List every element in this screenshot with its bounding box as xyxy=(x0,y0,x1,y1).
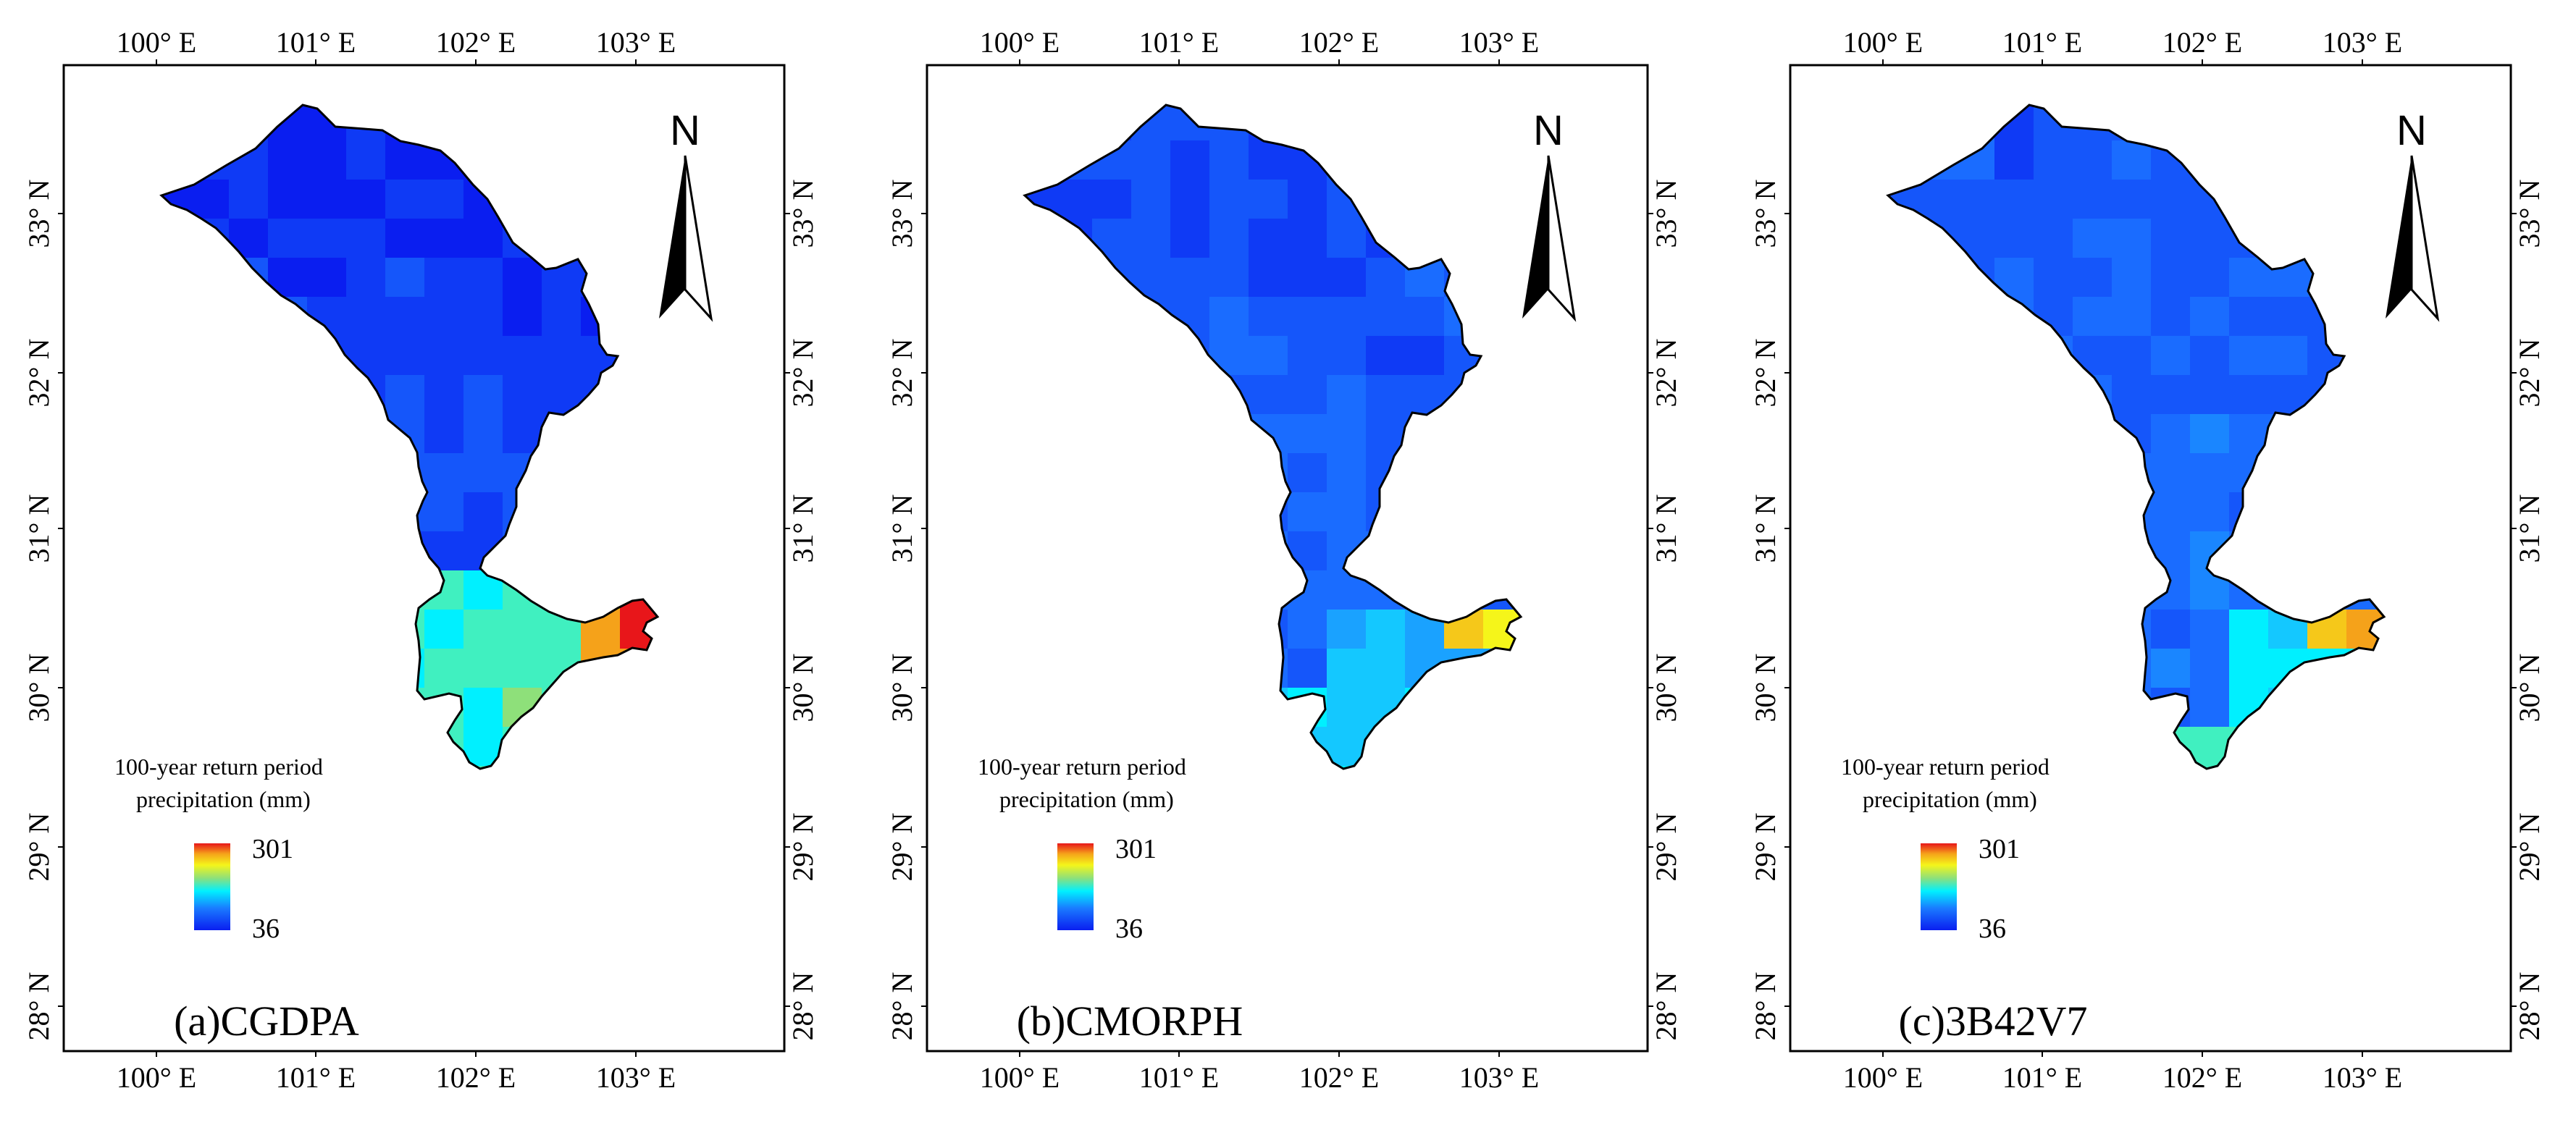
basin-outline xyxy=(159,104,660,770)
svg-text:N: N xyxy=(670,107,700,154)
legend-min-label: 36 xyxy=(1979,914,2006,944)
lat-tick-left: 29° N xyxy=(886,813,918,882)
lat-tick-left: 28° N xyxy=(22,972,55,1041)
lon-tick-bottom: 101° E xyxy=(2002,1061,2082,1094)
lat-tick-right: 29° N xyxy=(2513,813,2546,882)
legend-colorbar xyxy=(1057,843,1094,930)
legend: 100-year return period precipitation (mm)… xyxy=(1841,754,2050,944)
lon-tick-top: 100° E xyxy=(1843,26,1923,59)
lat-tick-left: 31° N xyxy=(22,494,55,563)
north-arrow-icon: N xyxy=(1522,107,1577,322)
lon-tick-bottom: 100° E xyxy=(1843,1061,1923,1094)
panel-label: (c)3B42V7 xyxy=(1899,998,2088,1045)
lon-tick-bottom: 102° E xyxy=(1299,1061,1379,1094)
legend-title-line1: 100-year return period xyxy=(114,754,323,780)
lon-tick-top: 101° E xyxy=(276,26,356,59)
basin-outline xyxy=(1023,104,1523,770)
lon-tick-bottom: 102° E xyxy=(436,1061,516,1094)
north-arrow-icon: N xyxy=(2386,107,2440,322)
map-panel-a: 100° E 100° E 101° E 101° E 102° E 102° E 103°… xyxy=(22,26,819,1094)
legend-title-line1: 100-year return period xyxy=(1841,754,2050,780)
lat-tick-left: 29° N xyxy=(1749,813,1782,882)
lat-tick-left: 28° N xyxy=(1749,972,1782,1041)
lat-tick-right: 32° N xyxy=(1650,339,1682,408)
legend-max-label: 301 xyxy=(252,834,293,864)
lon-tick-bottom: 103° E xyxy=(596,1061,676,1094)
legend-min-label: 36 xyxy=(252,914,280,944)
svg-text:N: N xyxy=(2396,107,2427,154)
lon-tick-top: 100° E xyxy=(117,26,196,59)
lon-tick-top: 103° E xyxy=(1459,26,1539,59)
lat-tick-left: 33° N xyxy=(22,180,55,248)
lat-tick-right: 30° N xyxy=(1650,654,1682,722)
lat-tick-right: 28° N xyxy=(2513,972,2546,1041)
lon-tick-bottom: 101° E xyxy=(1139,1061,1219,1094)
lat-tick-left: 33° N xyxy=(886,180,918,248)
lat-tick-right: 28° N xyxy=(786,972,819,1041)
panel-label: (b)CMORPH xyxy=(1017,998,1243,1045)
lon-tick-top: 102° E xyxy=(1299,26,1379,59)
legend-max-label: 301 xyxy=(1115,834,1157,864)
legend-max-label: 301 xyxy=(1979,834,2020,864)
lat-tick-left: 33° N xyxy=(1749,180,1782,248)
lat-tick-right: 31° N xyxy=(1650,494,1682,563)
panels-root: 100° E 100° E 101° E 101° E 102° E 102° E 103°… xyxy=(22,26,2546,1094)
lat-tick-right: 30° N xyxy=(786,654,819,722)
lon-tick-top: 100° E xyxy=(980,26,1060,59)
lon-tick-top: 102° E xyxy=(2162,26,2242,59)
lat-tick-right: 31° N xyxy=(786,494,819,563)
lon-tick-top: 102° E xyxy=(436,26,516,59)
svg-text:N: N xyxy=(1533,107,1564,154)
map-panel-b: 100° E 100° E 101° E 101° E 102° E 102° E 103°… xyxy=(886,26,1682,1094)
lat-tick-left: 29° N xyxy=(22,813,55,882)
legend: 100-year return period precipitation (mm)… xyxy=(978,754,1186,944)
legend-title-line2: precipitation (mm) xyxy=(999,786,1174,812)
panel-label: (a)CGDPA xyxy=(174,998,359,1045)
lat-tick-right: 29° N xyxy=(1650,813,1682,882)
lat-tick-right: 29° N xyxy=(786,813,819,882)
legend-title-line2: precipitation (mm) xyxy=(136,786,311,812)
legend-min-label: 36 xyxy=(1115,914,1143,944)
lat-tick-right: 33° N xyxy=(1650,180,1682,248)
lat-tick-left: 31° N xyxy=(1749,494,1782,563)
lon-tick-bottom: 100° E xyxy=(980,1061,1060,1094)
lat-tick-right: 32° N xyxy=(2513,339,2546,408)
lon-tick-bottom: 102° E xyxy=(2162,1061,2242,1094)
lat-tick-left: 28° N xyxy=(886,972,918,1041)
lat-tick-right: 28° N xyxy=(1650,972,1682,1041)
lat-tick-right: 33° N xyxy=(2513,180,2546,248)
legend-title-line1: 100-year return period xyxy=(978,754,1186,780)
lat-tick-right: 31° N xyxy=(2513,494,2546,563)
map-panel-c: 100° E 100° E 101° E 101° E 102° E 102° E 103°… xyxy=(1749,26,2546,1094)
lat-tick-left: 32° N xyxy=(1749,339,1782,408)
lon-tick-bottom: 103° E xyxy=(2323,1061,2402,1094)
lat-tick-right: 33° N xyxy=(786,180,819,248)
lat-tick-left: 32° N xyxy=(22,339,55,408)
legend: 100-year return period precipitation (mm)… xyxy=(114,754,323,944)
north-arrow-icon: N xyxy=(659,107,713,322)
legend-title-line2: precipitation (mm) xyxy=(1863,786,2037,812)
lon-tick-top: 103° E xyxy=(596,26,676,59)
lat-tick-right: 30° N xyxy=(2513,654,2546,722)
lon-tick-bottom: 103° E xyxy=(1459,1061,1539,1094)
lat-tick-left: 30° N xyxy=(22,654,55,722)
basin-outline xyxy=(1886,104,2386,770)
lat-tick-left: 32° N xyxy=(886,339,918,408)
lon-tick-bottom: 101° E xyxy=(276,1061,356,1094)
legend-colorbar xyxy=(194,843,230,930)
lon-tick-bottom: 100° E xyxy=(117,1061,196,1094)
lat-tick-left: 31° N xyxy=(886,494,918,563)
lat-tick-left: 30° N xyxy=(886,654,918,722)
lat-tick-right: 32° N xyxy=(786,339,819,408)
legend-colorbar xyxy=(1921,843,1957,930)
lon-tick-top: 103° E xyxy=(2323,26,2402,59)
lon-tick-top: 101° E xyxy=(1139,26,1219,59)
lon-tick-top: 101° E xyxy=(2002,26,2082,59)
lat-tick-left: 30° N xyxy=(1749,654,1782,722)
